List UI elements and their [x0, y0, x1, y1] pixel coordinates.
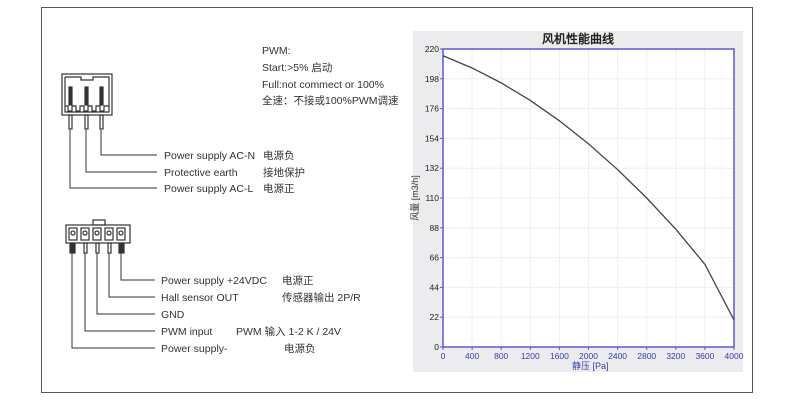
svg-text:400: 400 [465, 351, 479, 361]
svg-text:2800: 2800 [637, 351, 656, 361]
pwm-full-cn-note: 全速：不接或100%PWM调速 [262, 95, 399, 107]
svg-text:800: 800 [494, 351, 508, 361]
svg-text:220: 220 [425, 44, 439, 54]
ac-pin-pe-cn: 接地保护 [263, 167, 305, 179]
dc-pin-hall-cn: 传感器输出 2P/R [282, 292, 361, 304]
svg-text:176: 176 [425, 104, 439, 114]
svg-text:22: 22 [430, 312, 440, 322]
dc-pin-hall-label: Hall sensor OUT [161, 292, 239, 304]
svg-text:88: 88 [430, 223, 440, 233]
svg-text:154: 154 [425, 133, 439, 143]
svg-text:0: 0 [441, 351, 446, 361]
pwm-full-note: Full:not commect or 100% [262, 79, 384, 91]
ac-pin-n-cn: 电源负 [263, 150, 295, 162]
ac-pin-l-cn: 电源正 [263, 183, 295, 195]
svg-text:2400: 2400 [608, 351, 627, 361]
dc-pin-24v-cn: 电源正 [282, 275, 314, 287]
ac-pin-pe-label: Protective earth [164, 167, 238, 179]
pwm-start-note: Start:>5% 启动 [262, 62, 333, 74]
dc-pin-24v-label: Power supply +24VDC [161, 275, 267, 287]
y-axis-label: 风量 [m3/h] [410, 175, 420, 221]
dc-pin-pwm-cn: PWM 输入 1-2 K / 24V [236, 326, 342, 338]
dc-pin-neg-cn: 电源负 [284, 343, 316, 355]
ac-pin-n-label: Power supply AC-N [164, 150, 256, 162]
svg-text:44: 44 [430, 282, 440, 292]
svg-text:132: 132 [425, 163, 439, 173]
dc-pin-pwm-label: PWM input [161, 326, 213, 338]
svg-text:1600: 1600 [550, 351, 569, 361]
svg-text:66: 66 [430, 253, 440, 263]
dc-pin-gnd-label: GND [161, 309, 185, 321]
pwm-title: PWM: [262, 45, 291, 57]
dc-pin-neg-label: Power supply- [161, 343, 228, 355]
svg-text:3200: 3200 [666, 351, 685, 361]
ac-connector-icon [61, 73, 113, 130]
svg-text:2000: 2000 [579, 351, 598, 361]
svg-text:110: 110 [425, 193, 439, 203]
svg-text:4000: 4000 [725, 351, 744, 361]
svg-text:3600: 3600 [695, 351, 714, 361]
svg-text:1200: 1200 [521, 351, 540, 361]
chart-title: 风机性能曲线 [541, 32, 614, 46]
diagram-frame [41, 7, 753, 393]
svg-text:198: 198 [425, 74, 439, 84]
ac-pin-l-label: Power supply AC-L [164, 183, 254, 195]
svg-text:0: 0 [434, 342, 439, 352]
x-axis-label: 静压 [Pa] [572, 361, 609, 371]
